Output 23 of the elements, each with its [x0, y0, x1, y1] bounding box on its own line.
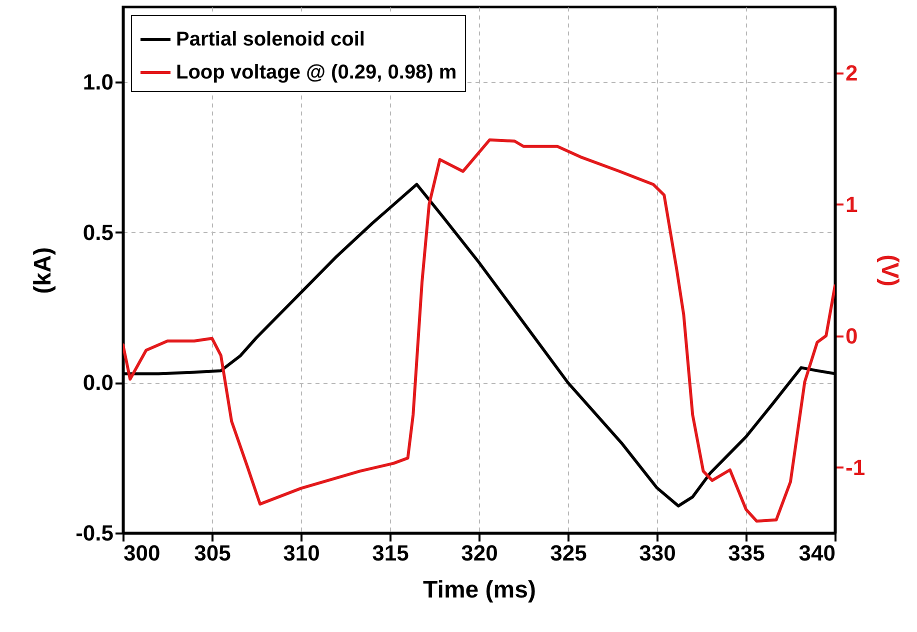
y-tick-label: 0.5 [82, 220, 114, 245]
y2-tick-label: 0 [846, 323, 858, 348]
line-series [123, 138, 835, 523]
x-axis-title: Time (ms) [423, 576, 536, 604]
y2-tick-label: 2 [846, 60, 858, 86]
y2-tick-label: 1 [846, 192, 858, 217]
x-tick-label: 310 [283, 540, 320, 566]
x-tick-label: 335 [728, 540, 765, 566]
x-tick-label: 300 [124, 540, 160, 566]
y-axis-title: (kA) [30, 247, 57, 294]
y-tick-label: 0.0 [82, 370, 114, 396]
x-tick-label: 340 [798, 540, 836, 566]
y-tick-label: -0.5 [76, 520, 114, 546]
x-tick-label: 325 [550, 540, 587, 566]
x-tick-label: 330 [639, 540, 676, 566]
y-tick-label: 1.0 [82, 70, 114, 95]
legend-label: Partial solenoid coil [176, 28, 365, 50]
y2-axis-title: (V) [876, 254, 904, 286]
y2-tick-label: -1 [846, 454, 866, 480]
x-tick-label: 320 [461, 540, 498, 566]
legend-label: Loop voltage @ (0.29, 0.98) m [176, 62, 457, 84]
x-tick-label: 305 [194, 540, 231, 566]
x-tick-label: 315 [372, 540, 409, 566]
